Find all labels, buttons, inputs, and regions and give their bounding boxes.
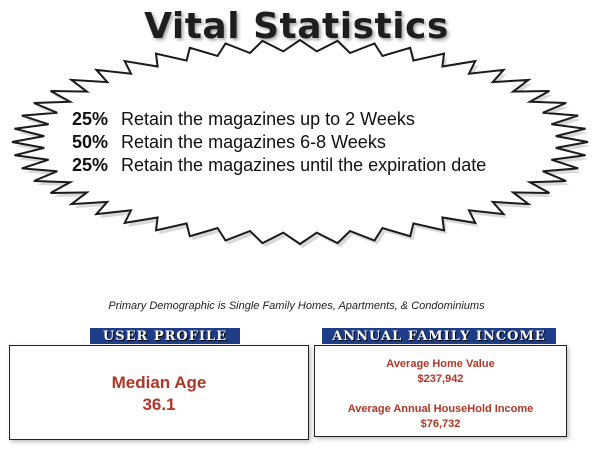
stat-line: 50% Retain the magazines 6-8 Weeks — [72, 131, 552, 154]
demographic-note: Primary Demographic is Single Family Hom… — [108, 300, 485, 312]
median-age-value: 36.1 — [142, 395, 176, 414]
page-title: Vital Statistics — [144, 6, 449, 47]
median-age-label: Median Age — [111, 373, 207, 392]
annual-family-income-panel: Average Home Value $237,942 Average Annu… — [314, 345, 567, 437]
home-value: $237,942 — [417, 373, 464, 385]
annual-family-income-banner: ANNUAL FAMILY INCOME — [322, 328, 556, 344]
user-profile-panel: Median Age 36.1 — [9, 345, 309, 440]
stat-percent: 25% — [72, 109, 109, 129]
home-value-label: Average Home Value — [386, 358, 495, 370]
stat-line: 25% Retain the magazines up to 2 Weeks — [72, 108, 552, 131]
starburst-outline — [11, 38, 589, 246]
household-income-value: $76,732 — [420, 418, 461, 430]
stat-percent: 25% — [72, 155, 109, 175]
user-profile-banner: USER PROFILE — [90, 328, 240, 344]
household-income-label: Average Annual HouseHold Income — [347, 403, 534, 415]
starburst-shape — [11, 38, 591, 248]
stat-line: 25% Retain the magazines until the expir… — [72, 154, 552, 177]
stat-text: Retain the magazines until the expiratio… — [121, 155, 487, 175]
stat-percent: 50% — [72, 132, 109, 152]
stat-text: Retain the magazines up to 2 Weeks — [121, 109, 415, 129]
retention-stats: 25% Retain the magazines up to 2 Weeks 5… — [72, 108, 552, 177]
stat-text: Retain the magazines 6-8 Weeks — [121, 132, 386, 152]
